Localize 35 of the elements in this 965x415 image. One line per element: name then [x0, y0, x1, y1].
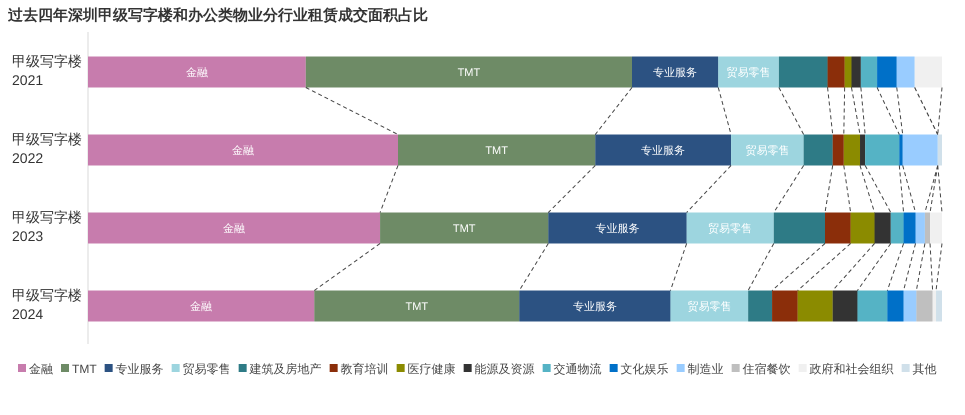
text: TMT	[405, 301, 428, 313]
y-tick-label: 甲级写字楼 2022	[12, 131, 82, 166]
text: TMT	[458, 67, 480, 79]
legend-label: 交通物流	[554, 362, 602, 376]
legend-label: 医疗健康	[408, 362, 456, 376]
text: 贸易零售	[708, 223, 752, 235]
text: 专业服务	[641, 145, 686, 157]
text: 专业服务	[572, 301, 617, 313]
text: 贸易零售	[687, 301, 732, 313]
text: 贸易零售	[726, 67, 771, 79]
legend-label: 能源及资源	[474, 362, 535, 376]
y-tick-label: 甲级写字楼 2021	[12, 53, 82, 88]
chart-title: 过去四年深圳甲级写字楼和办公类物业分行业租赁成交面积占比	[7, 6, 428, 24]
text: 专业服务	[595, 223, 640, 235]
text: TMT	[452, 223, 476, 235]
legend-label: 贸易零售	[182, 362, 231, 376]
legend-label: 建筑及房地产	[248, 362, 322, 376]
legend-label: 政府和社会组织	[810, 362, 894, 376]
text: 金融	[186, 67, 208, 79]
legend-label: 制造业	[688, 362, 724, 376]
text: 贸易零售	[745, 145, 790, 157]
legend-label: 专业服务	[116, 362, 164, 376]
legend-label: 金融	[29, 362, 53, 376]
legend-label: TMT	[72, 362, 98, 376]
legend-label: 住宿餐饮	[742, 362, 791, 376]
legend-label: 文化娱乐	[620, 362, 669, 376]
y-tick-label: 甲级写字楼 2024	[12, 287, 82, 322]
y-tick-label: 甲级写字楼 2023	[12, 209, 82, 244]
text: 金融	[190, 301, 212, 313]
text: 金融	[223, 223, 246, 235]
text: 金融	[232, 145, 254, 157]
text: 专业服务	[653, 67, 698, 79]
legend-label: 其他	[912, 362, 937, 376]
text: TMT	[485, 145, 508, 157]
legend-label: 教育培训	[340, 362, 389, 376]
